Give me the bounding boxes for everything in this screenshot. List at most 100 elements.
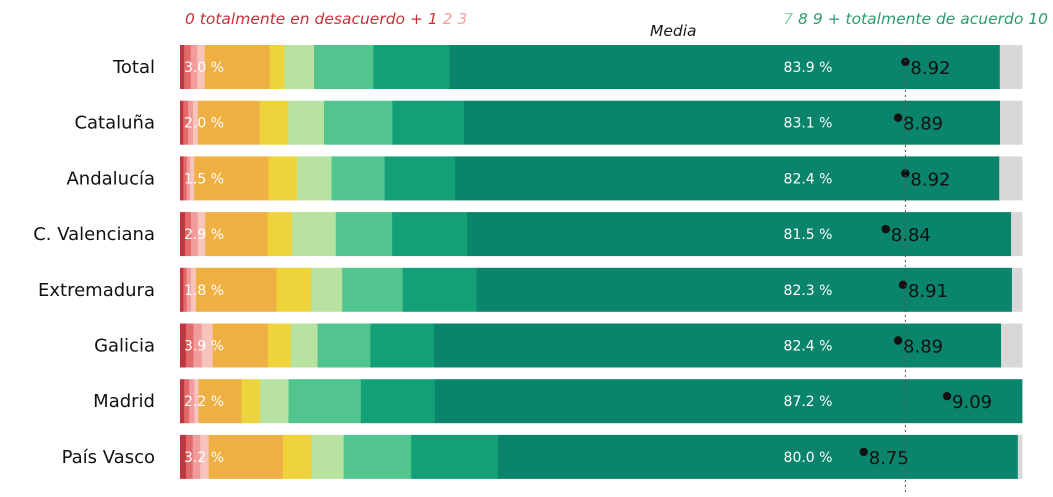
bar-segment — [201, 323, 214, 368]
bar-row: Madrid 2.2 % 87.2 % 9.09 — [93, 379, 1023, 424]
mean-value-label: 8.92 — [910, 169, 950, 190]
bar-row: Galicia 3.9 % 82.4 % 8.89 — [94, 323, 1023, 368]
mean-value-label: 8.92 — [910, 58, 950, 79]
negative-share-label: 1.8 % — [184, 283, 224, 299]
bar-segment — [183, 156, 188, 201]
bar-row: Cataluña 2.0 % 83.1 % 8.89 — [74, 100, 1023, 145]
bar-segment — [180, 45, 185, 89]
bar-segment — [335, 212, 393, 257]
bar-segment — [183, 267, 188, 312]
positive-share-label: 81.5 % — [784, 227, 833, 243]
bar-segment — [186, 156, 191, 201]
bar-segment — [186, 267, 192, 312]
bar-segment — [190, 267, 197, 312]
row-label: Extremadura — [38, 280, 155, 301]
bar-segment — [189, 379, 195, 424]
bar-segment — [1000, 100, 1023, 145]
bar-segment — [331, 156, 386, 201]
negative-share-label: 2.2 % — [184, 394, 224, 410]
mean-value-label: 8.89 — [903, 337, 943, 358]
bar-segment — [999, 45, 1023, 89]
bar-segment — [195, 267, 278, 312]
bar-segment — [402, 267, 478, 312]
bar-segment — [180, 100, 184, 145]
bar-segment — [343, 434, 412, 479]
negative-share-label: 2.0 % — [184, 116, 224, 132]
legend-negative: 0 totalmente en desacuerdo + 1 2 3 — [185, 10, 467, 28]
row-label: Andalucía — [66, 168, 155, 189]
positive-share-label: 82.4 % — [784, 339, 833, 355]
bar-row: País Vasco 3.2 % 80.0 % 8.75 — [62, 434, 1023, 479]
bar-segment — [193, 323, 203, 368]
bar-segment — [1011, 212, 1023, 257]
mean-marker — [942, 392, 952, 401]
bar-row: Andalucía 1.5 % 82.4 % 8.92 — [66, 156, 1023, 201]
bar-segment — [259, 100, 289, 145]
bar-segment — [268, 323, 292, 368]
legend-negative-num-3: 3 — [458, 10, 468, 28]
bar-segment — [342, 267, 404, 312]
bar-segment — [184, 379, 190, 424]
bar-segment — [192, 434, 201, 479]
bar-segment — [291, 212, 337, 257]
bar-segment — [311, 434, 345, 479]
positive-share-label: 80.0 % — [784, 450, 833, 466]
mean-marker — [859, 447, 868, 457]
bar-segment — [323, 100, 393, 145]
mean-marker — [893, 113, 903, 122]
bar-segment — [197, 212, 206, 257]
bar-segment — [193, 100, 199, 145]
negative-share-label: 3.9 % — [184, 339, 224, 355]
bar-row: Total 3.0 % 83.9 % 8.92 — [112, 45, 1023, 89]
mean-marker — [901, 169, 910, 178]
bar-segment — [276, 267, 312, 312]
bar-segment — [180, 212, 186, 257]
bar-segment — [290, 323, 318, 368]
bar-segment — [1017, 434, 1023, 479]
legend-negative-num-1: 1 — [428, 10, 438, 28]
row-label: País Vasco — [62, 447, 155, 468]
legend-positive-num-8: 8 — [798, 10, 808, 28]
bar-segment — [184, 45, 192, 89]
bar-segment — [194, 156, 269, 201]
mean-value-label: 8.91 — [908, 281, 948, 302]
negative-share-label: 3.2 % — [184, 450, 224, 466]
bar-segment — [180, 434, 187, 479]
row-label: C. Valenciana — [33, 224, 155, 245]
bar-segment — [455, 156, 1000, 201]
bar-row: C. Valenciana 2.9 % 81.5 % 8.84 — [33, 212, 1023, 257]
bar-segment — [449, 45, 1001, 89]
negative-share-label: 3.0 % — [184, 60, 224, 76]
bar-segment — [269, 45, 285, 89]
bar-segment — [373, 45, 451, 89]
bar-segment — [463, 100, 1001, 145]
bar-segment — [204, 45, 271, 89]
bar-segment — [297, 156, 332, 201]
mean-value-label: 8.75 — [869, 448, 909, 469]
row-label: Galicia — [94, 336, 155, 357]
bar-segment — [205, 212, 268, 257]
mean-marker — [893, 336, 903, 345]
legend-positive-num-9: 9 — [813, 10, 823, 28]
bar-segment — [498, 434, 1019, 479]
bar-segment — [180, 323, 187, 368]
bar-segment — [311, 267, 343, 312]
positive-share-label: 82.4 % — [784, 171, 833, 187]
bar-segment — [241, 379, 261, 424]
bar-segment — [183, 100, 189, 145]
mean-marker — [881, 224, 890, 234]
bar-segment — [200, 434, 210, 479]
legend-positive: 7 8 9 + totalmente de acuerdo 10 — [783, 10, 1048, 28]
bar-segment — [314, 45, 374, 89]
legend-negative-num-2: 2 — [443, 10, 453, 28]
bar-segment — [384, 156, 456, 201]
bar-segment — [284, 45, 315, 89]
bar-segment — [185, 434, 194, 479]
bar-segment — [180, 156, 184, 201]
mean-value-label: 9.09 — [952, 392, 992, 413]
bar-segment — [197, 100, 261, 145]
bar-segment — [392, 100, 465, 145]
bar-segment — [999, 156, 1023, 201]
legend-positive-num-7: 7 — [783, 10, 793, 28]
